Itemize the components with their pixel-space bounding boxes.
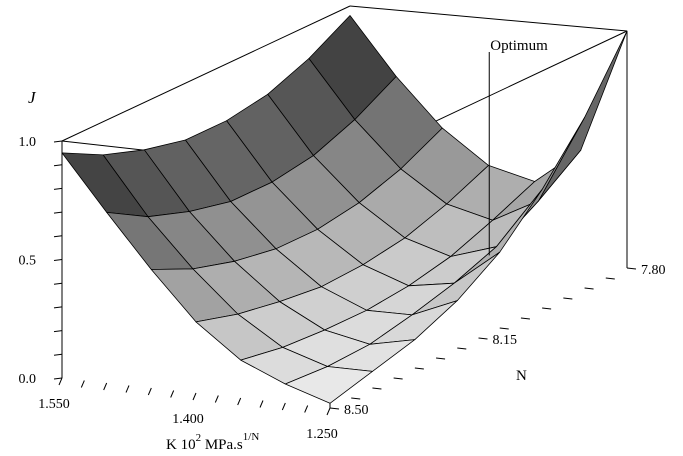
x-tick — [58, 377, 63, 386]
box-edge — [349, 5, 628, 32]
z-tick — [53, 211, 63, 214]
x-tick — [326, 407, 331, 416]
z-tick — [53, 353, 63, 356]
z-tick — [53, 377, 63, 380]
y-tick — [329, 407, 340, 410]
x-tick — [192, 392, 197, 401]
axis-ticks: 0.0 0.5 1.0 1.550 1.400 1.250 8.50 8.15 7.80 — [19, 135, 666, 442]
x-tick — [147, 387, 152, 396]
y-tick — [542, 307, 552, 310]
x-tick — [170, 390, 175, 398]
y-axis-label: N — [516, 368, 527, 384]
surface-mesh — [61, 15, 628, 404]
y-tick — [520, 317, 530, 320]
z-tick — [53, 259, 63, 261]
x-tick-label: 1.550 — [38, 397, 70, 412]
optimum-annotation: Optimum — [490, 38, 548, 54]
x-tick — [80, 380, 85, 388]
x-tick — [259, 400, 264, 408]
y-tick-label: 7.80 — [641, 263, 666, 278]
z-tick — [53, 235, 63, 238]
y-tick-label: 8.50 — [344, 403, 369, 418]
y-tick — [393, 377, 403, 380]
x-tick-label: 1.250 — [306, 427, 338, 442]
z-tick — [53, 187, 63, 190]
x-tick — [237, 397, 242, 406]
z-tick — [53, 282, 63, 285]
surface-facet — [284, 366, 373, 404]
x-axis-label: K 102 MPa.s1/N — [166, 431, 259, 453]
z-tick — [53, 140, 63, 143]
y-tick — [436, 357, 446, 360]
x-tick — [304, 405, 309, 413]
y-tick — [351, 397, 361, 400]
y-tick — [626, 267, 637, 270]
y-tick-label: 8.15 — [493, 333, 518, 348]
box-edge — [61, 5, 351, 142]
y-tick — [499, 327, 509, 330]
x-tick — [103, 382, 108, 391]
z-tick-label: 0.0 — [19, 372, 37, 387]
x-tick — [125, 385, 130, 393]
y-tick — [584, 287, 594, 290]
y-tick — [563, 297, 573, 300]
z-tick-label: 1.0 — [19, 135, 37, 150]
y-tick — [605, 277, 615, 280]
y-tick — [457, 347, 467, 350]
z-axis-label: J — [28, 88, 37, 107]
y-tick — [478, 337, 488, 340]
y-tick — [372, 387, 382, 390]
z-tick-label: 0.5 — [19, 254, 37, 269]
x-tick-label: 1.400 — [172, 412, 204, 427]
x-tick — [214, 395, 219, 403]
z-tick — [53, 306, 63, 309]
y-tick — [414, 367, 424, 370]
z-tick — [53, 164, 63, 167]
z-tick — [53, 330, 63, 333]
x-tick — [281, 402, 286, 411]
